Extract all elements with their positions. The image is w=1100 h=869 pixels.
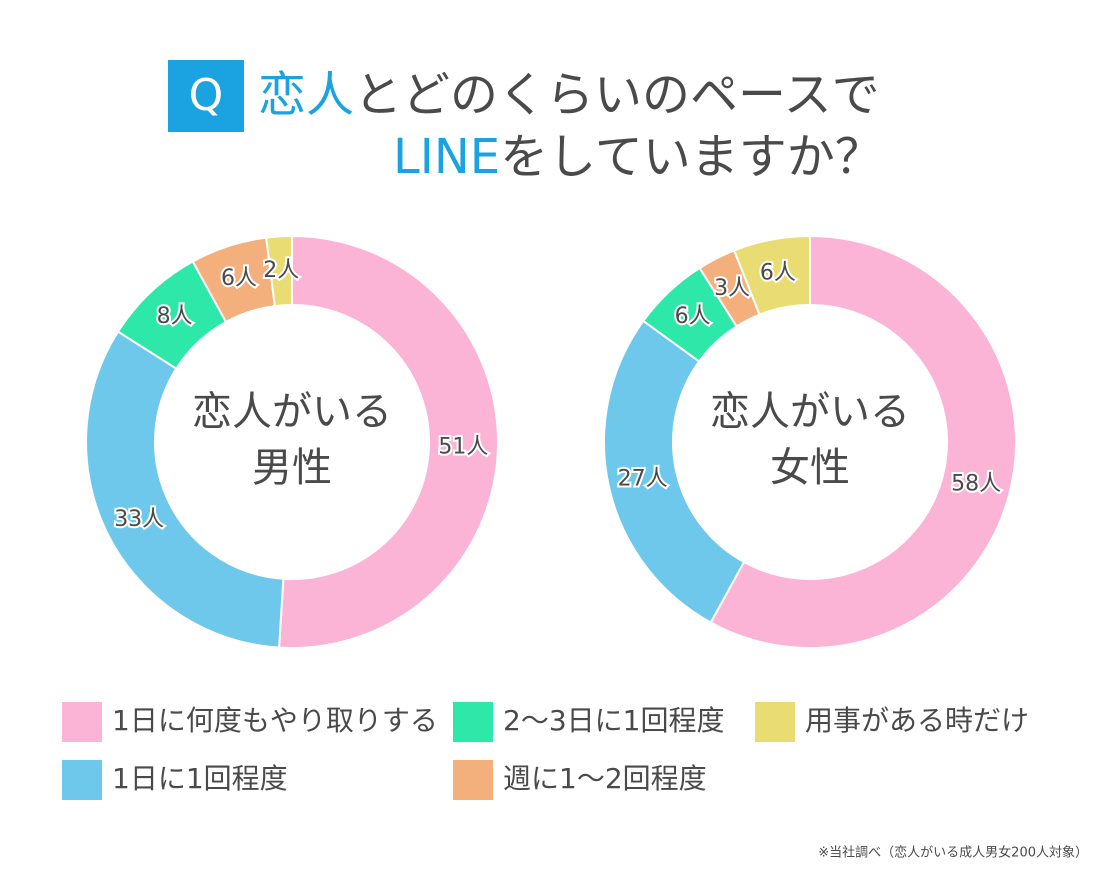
donut-segment xyxy=(732,234,811,316)
title-part: 恋人 xyxy=(258,67,354,123)
title-line-1: 恋人とどのくらいのペースで xyxy=(258,67,880,123)
value-label: 8人 xyxy=(157,304,193,329)
donut-segment xyxy=(85,330,285,649)
center-label: 恋人がいる xyxy=(192,389,392,435)
value-label: 27人 xyxy=(618,466,668,491)
center-label: 恋人がいる xyxy=(710,389,910,435)
donut-segment xyxy=(709,234,1017,649)
legend-swatch xyxy=(755,702,795,742)
value-label: 51人 xyxy=(438,434,488,459)
title-part: をしていますか？ xyxy=(500,129,883,185)
legend-label: 2～3日に1回程度 xyxy=(503,704,724,737)
legend-label: 1日に何度もやり取りする xyxy=(112,704,438,737)
q-box xyxy=(168,60,244,132)
value-label: 58人 xyxy=(951,472,1001,497)
q-marker: Q xyxy=(189,70,224,121)
title-part: とどのくらいのペースで xyxy=(354,67,880,123)
legend-label: 週に1～2回程度 xyxy=(503,762,707,795)
legend-swatch xyxy=(453,760,493,800)
center-label: 女性 xyxy=(770,445,850,491)
center-label: 男性 xyxy=(252,445,332,491)
value-label: 6人 xyxy=(221,266,257,291)
legend-label: 用事がある時だけ xyxy=(805,704,1029,737)
title-part: LINE xyxy=(393,129,500,185)
title-line-2: LINEをしていますか？ xyxy=(393,129,883,185)
source-note: ※当社調べ（恋人がいる成人男女200人対象） xyxy=(818,845,1088,861)
value-label: 6人 xyxy=(760,261,796,286)
donut-segment xyxy=(265,234,293,308)
donut-segment xyxy=(603,319,746,624)
value-label: 2人 xyxy=(263,258,299,283)
value-label: 33人 xyxy=(114,507,164,532)
legend-swatch xyxy=(62,702,102,742)
legend-swatch xyxy=(453,702,493,742)
value-label: 3人 xyxy=(714,276,750,301)
legend-label: 1日に1回程度 xyxy=(112,762,288,795)
donut-segment xyxy=(278,234,499,649)
value-label: 6人 xyxy=(675,304,711,329)
legend-swatch xyxy=(62,760,102,800)
